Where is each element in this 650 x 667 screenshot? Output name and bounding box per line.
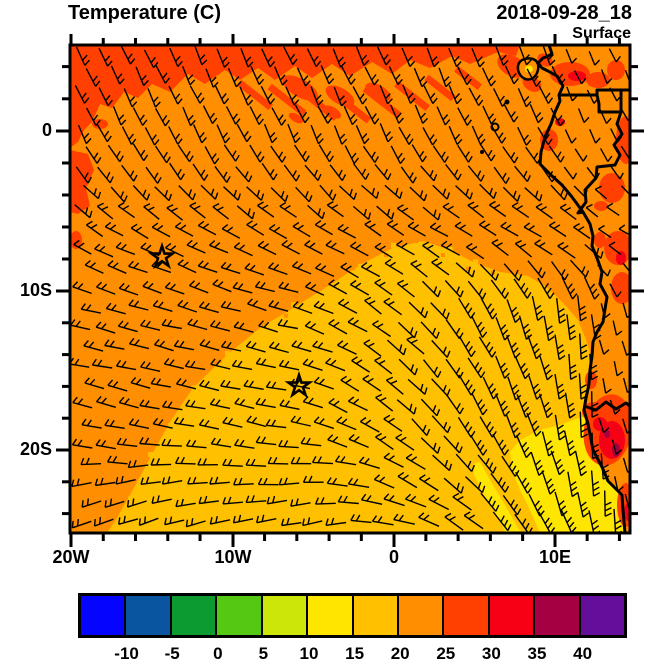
station-star-marker	[147, 241, 177, 270]
colorbar-cell-11	[580, 596, 625, 635]
colorbar-tick-label: -10	[114, 644, 139, 663]
y-axis-label-20S: 20S	[19, 439, 52, 459]
colorbar-tick-label: 5	[258, 644, 269, 663]
colorbar-cell-0	[81, 596, 127, 635]
plot-datetime: 2018-09-28_18	[496, 2, 632, 24]
colorbar-tick-label: 10	[299, 644, 319, 663]
y-axis-label-10S: 10S	[19, 280, 52, 300]
station-star-marker	[284, 370, 314, 399]
plot-title: Temperature (C)	[68, 2, 221, 24]
colorbar-cell-5	[308, 596, 354, 635]
plot-level-label: Surface	[572, 25, 631, 42]
colorbar-cell-8	[444, 596, 490, 635]
wind-barbs	[70, 45, 630, 533]
x-axis-label-10E: 10E	[538, 547, 572, 567]
y-axis-label-0: 0	[41, 120, 52, 140]
colorbar-cell-4	[262, 596, 309, 635]
axis-ticks	[56, 34, 644, 547]
colorbar-cell-1	[126, 596, 172, 635]
colorbar-tick-label: 15	[345, 644, 365, 663]
x-axis-label-20W: 20W	[52, 547, 90, 567]
colorbar-cell-2	[171, 596, 218, 635]
colorbar-tick-label: 0	[213, 644, 223, 663]
x-axis-label-10W: 10W	[214, 547, 252, 567]
colorbar	[78, 593, 627, 638]
colorbar-cell-3	[217, 596, 263, 635]
colorbar-tick-label: -5	[164, 644, 180, 663]
colorbar-tick-label: 25	[436, 644, 456, 663]
colorbar-cell-10	[535, 596, 581, 635]
colorbar-cell-7	[398, 596, 445, 635]
colorbar-cell-6	[353, 596, 399, 635]
colorbar-tick-label: 30	[481, 644, 501, 663]
colorbar-cell-9	[489, 596, 536, 635]
colorbar-tick-label: 35	[527, 644, 547, 663]
colorbar-tick-label: 40	[573, 644, 593, 663]
colorbar-tick-label: 20	[390, 644, 410, 663]
x-axis-label-0: 0	[388, 547, 399, 567]
